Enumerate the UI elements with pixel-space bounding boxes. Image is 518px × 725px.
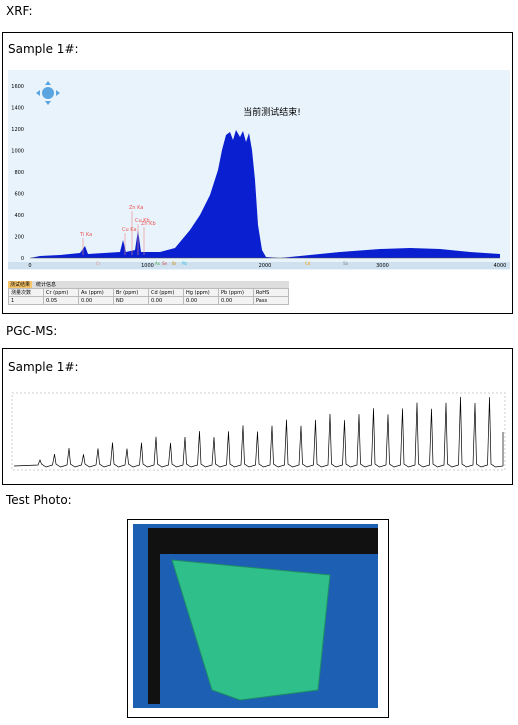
- x-tick-label: 3000: [376, 263, 389, 269]
- sample-label: Sample 1#:: [8, 360, 79, 374]
- header-row: 测量次数 Cr (ppm) As (ppm) Br (ppm) Cd (ppm) Hg (…: [8, 288, 289, 297]
- heading: PGC-MS:: [6, 324, 58, 338]
- tabs: 测试结果 统计信息: [8, 281, 289, 288]
- y-tick-label: 0: [21, 256, 24, 262]
- ruler: [148, 528, 160, 704]
- scroll-bar: [8, 262, 510, 269]
- nav-control[interactable]: [42, 87, 54, 99]
- y-tick-label: 200: [14, 235, 24, 241]
- ruler: [150, 528, 378, 554]
- photo-box: [127, 519, 389, 718]
- row: 1 0.05 0.00 ND 0.00 0.00 0.00 Pass: [8, 296, 289, 305]
- sample-label: Sample 1#:: [8, 42, 79, 56]
- y-tick-label: 1200: [11, 127, 24, 133]
- y-tick-label: 600: [14, 192, 24, 198]
- peak-label: Ti Ka: [79, 232, 92, 238]
- element-marker: Sb: [343, 261, 349, 266]
- x-tick-label: 0: [28, 263, 31, 269]
- y-tick-label: 1000: [11, 149, 24, 155]
- sample-part: [171, 559, 331, 701]
- heading: Test Photo:: [6, 493, 72, 507]
- y-tick-label: 1600: [11, 84, 24, 90]
- pgcms-box: [2, 348, 513, 485]
- peak-label: Zn Kb: [141, 221, 156, 227]
- table-cell: Pass: [253, 296, 289, 305]
- y-tick-label: 1400: [11, 106, 24, 112]
- peak-label: Cu Kb: [135, 218, 150, 224]
- element-marker: Cd: [305, 261, 311, 266]
- element-marker: Cr: [96, 261, 101, 266]
- element-marker: Pb: [182, 261, 187, 266]
- result-table-wrap: 测试结果 统计信息 测量次数 Cr (ppm) As (ppm) Br (ppm) Cd…: [8, 281, 289, 305]
- x-tick-label: 2000: [259, 263, 272, 269]
- xrf-box: [2, 32, 513, 314]
- tab[interactable]: 测试结果: [8, 281, 33, 288]
- chromatogram: [11, 392, 506, 471]
- x-tick-label: 1000: [141, 263, 154, 269]
- y-tick-label: 800: [14, 170, 24, 176]
- heading: XRF:: [6, 4, 33, 18]
- element-marker: As: [155, 261, 160, 266]
- peak-label: Zn Ka: [129, 205, 143, 211]
- element-marker: Br: [172, 261, 177, 266]
- chromatogram-trace: [13, 396, 504, 468]
- peak-label: Cu Ka: [122, 227, 137, 233]
- x-tick-label: 4000: [494, 263, 507, 269]
- result-table: 测量次数 Cr (ppm) As (ppm) Br (ppm) Cd (ppm) Hg (…: [8, 288, 289, 305]
- y-tick-label: 400: [14, 213, 24, 219]
- status: 当前测试结束!: [243, 106, 301, 118]
- tab[interactable]: 统计信息: [36, 282, 57, 288]
- element-marker: Se: [162, 261, 168, 266]
